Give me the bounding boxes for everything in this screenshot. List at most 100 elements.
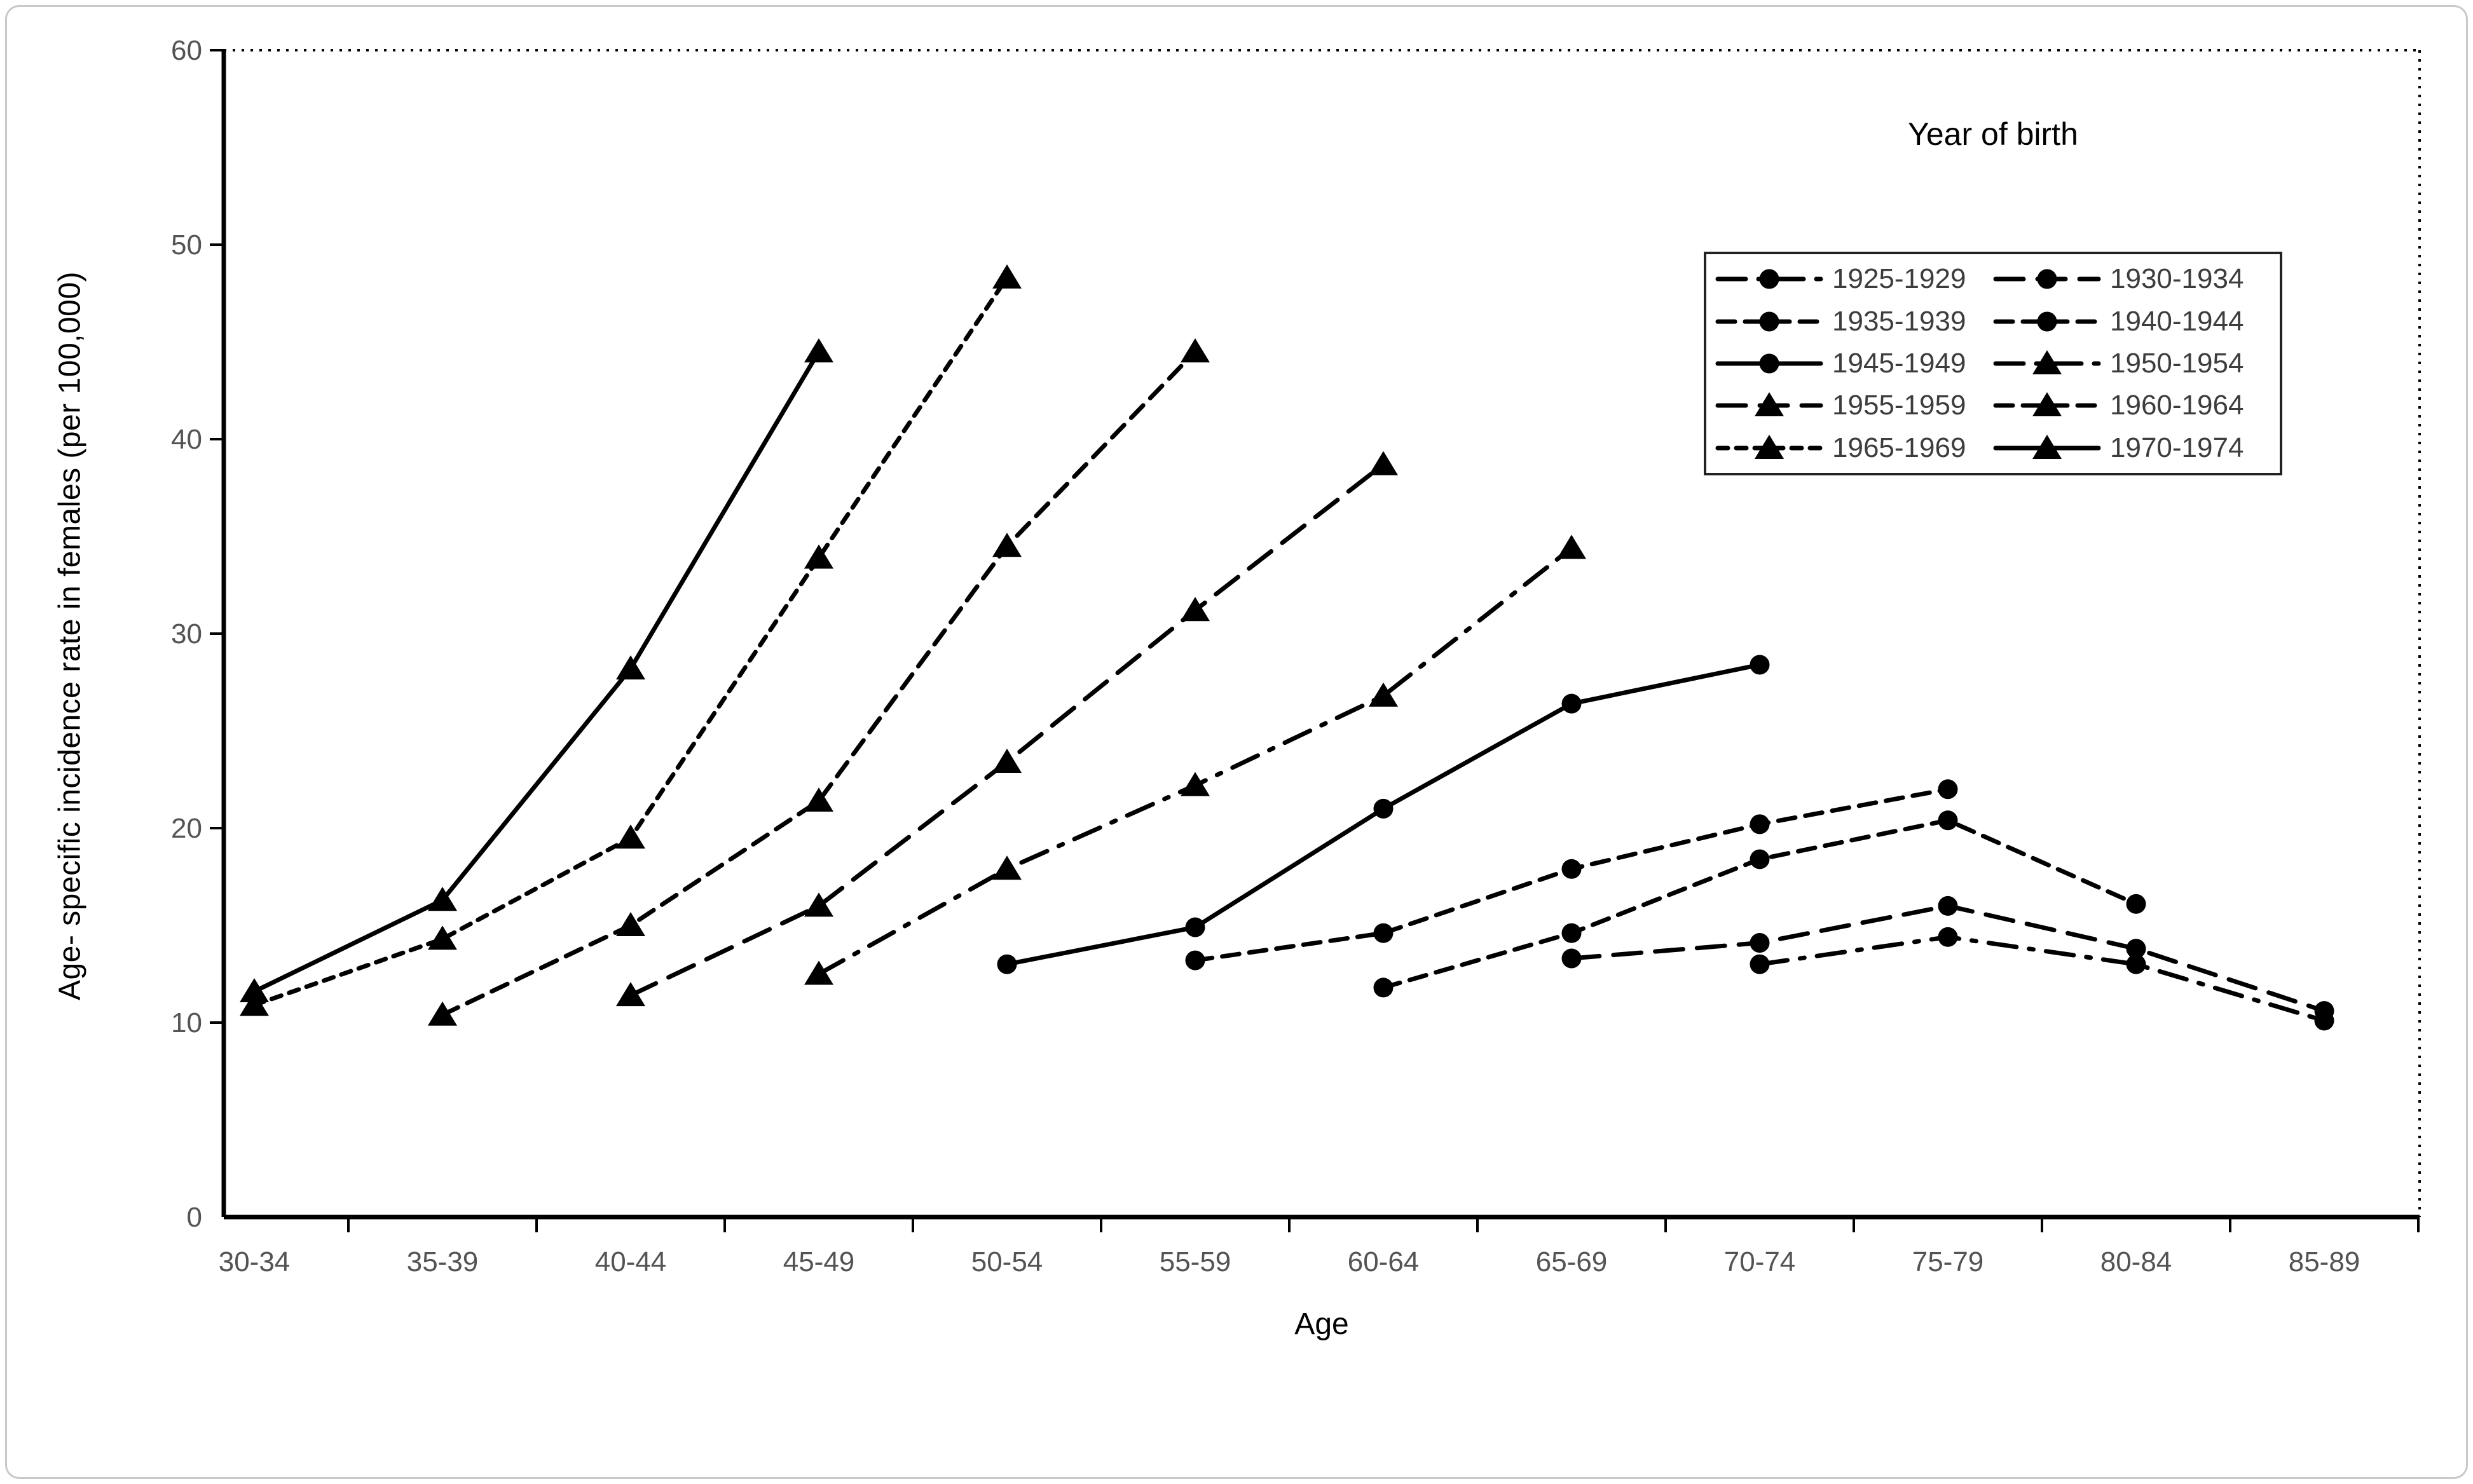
data-point-marker <box>616 912 645 936</box>
data-point-marker <box>616 982 645 1007</box>
x-tick-label: 50-54 <box>971 1246 1043 1277</box>
data-point-marker <box>804 338 833 363</box>
data-point-marker <box>1181 338 1210 363</box>
circle-marker-icon <box>2037 269 2057 289</box>
y-tick-label: 30 <box>171 618 202 650</box>
circle-marker-icon <box>2037 311 2057 332</box>
triangle-marker-icon <box>2032 392 2062 417</box>
data-point-marker <box>1181 597 1210 622</box>
legend-item-1965-1969: 1965-1969 <box>1715 427 1993 469</box>
x-tick-label: 70-74 <box>1724 1246 1796 1277</box>
series-1950-1954 <box>804 534 1586 985</box>
legend-swatch-dash-circle <box>1993 311 2101 332</box>
legend: 1925-1929 1930-1934 1935-1939 1940-1944 1945… <box>1704 252 2282 475</box>
data-point-marker <box>1938 779 1958 800</box>
legend-swatch-dash-triangle <box>1993 392 2101 417</box>
data-point-marker <box>1750 933 1770 953</box>
x-tick-label: 80-84 <box>2100 1246 2172 1277</box>
legend-label: 1945-1949 <box>1832 347 1966 379</box>
legend-swatch-long-dash-circle <box>1993 269 2101 289</box>
y-axis-ticks: 0 10 20 30 40 50 60 <box>171 35 224 1233</box>
legend-item-1950-1954: 1950-1954 <box>1993 343 2271 385</box>
legend-title: Year of birth <box>1908 116 2078 152</box>
legend-swatch-dash-circle <box>1715 311 1823 332</box>
series-1955-1959 <box>616 451 1398 1007</box>
x-tick-label: 60-64 <box>1348 1246 1420 1277</box>
legend-label: 1960-1964 <box>2110 390 2244 421</box>
data-point-marker <box>804 787 833 812</box>
x-tick-label: 45-49 <box>783 1246 855 1277</box>
data-point-marker <box>992 748 1022 773</box>
data-point-marker <box>1750 814 1770 834</box>
series-1940-1944 <box>1185 779 1958 970</box>
x-tick-label: 40-44 <box>595 1246 667 1277</box>
data-point-marker <box>1373 923 1394 943</box>
legend-label: 1930-1934 <box>2110 263 2244 295</box>
series-1930-1934 <box>1561 895 2334 1021</box>
data-point-marker <box>1750 655 1770 675</box>
data-point-marker <box>240 978 269 1003</box>
data-point-marker <box>804 892 833 917</box>
data-point-marker <box>992 533 1022 557</box>
data-point-marker <box>240 991 269 1016</box>
data-point-marker <box>1373 798 1394 819</box>
data-point-marker <box>804 960 833 985</box>
y-tick-label: 0 <box>187 1202 202 1233</box>
data-point-marker <box>616 824 645 849</box>
data-point-marker <box>992 264 1022 289</box>
legend-label: 1940-1944 <box>2110 305 2244 337</box>
circle-marker-icon <box>1759 353 1779 374</box>
circle-marker-icon <box>1759 311 1779 332</box>
y-axis-title: Age- specific incidence rate in females … <box>53 271 87 1001</box>
legend-swatch-long-dash-dot-triangle <box>1993 350 2101 374</box>
data-point-marker <box>2126 954 2146 974</box>
data-point-marker <box>1557 534 1586 559</box>
x-tick-label: 75-79 <box>1912 1246 1984 1277</box>
data-point-marker <box>428 1001 457 1026</box>
data-point-marker <box>804 544 833 569</box>
y-tick-label: 20 <box>171 813 202 844</box>
data-point-marker <box>1561 859 1582 879</box>
axis-frame <box>221 49 2421 1220</box>
data-point-marker <box>1369 451 1398 475</box>
data-point-marker <box>1750 954 1770 974</box>
triangle-marker-icon <box>2032 434 2062 459</box>
data-point-marker <box>1185 950 1205 970</box>
x-tick-label: 35-39 <box>407 1246 479 1277</box>
legend-label: 1935-1939 <box>1832 305 1966 337</box>
x-axis-ticks: 30-34 35-39 40-44 45-49 50-54 55-59 60-64 65-69… <box>219 1217 2420 1277</box>
y-tick-label: 60 <box>171 35 202 66</box>
y-tick-label: 50 <box>171 229 202 261</box>
data-point-marker <box>428 887 457 911</box>
legend-label: 1950-1954 <box>2110 347 2244 379</box>
data-point-marker <box>997 954 1017 974</box>
legend-label: 1925-1929 <box>1832 263 1966 295</box>
triangle-marker-icon <box>2032 350 2062 374</box>
data-point-marker <box>992 855 1022 880</box>
data-point-marker <box>1185 917 1205 937</box>
data-point-marker <box>1938 810 1958 831</box>
legend-item-1960-1964: 1960-1964 <box>1993 385 2271 426</box>
series-1970-1974 <box>240 338 833 1003</box>
legend-swatch-long-dash-dot-circle <box>1715 269 1823 289</box>
legend-swatch-short-dash-triangle <box>1715 434 1823 459</box>
data-point-marker <box>1938 895 1958 916</box>
series-1935-1939 <box>1373 810 2146 998</box>
data-point-marker <box>616 655 645 680</box>
data-point-marker <box>2126 894 2146 914</box>
x-axis-title: Age <box>1294 1307 1349 1341</box>
data-point-marker <box>1750 849 1770 869</box>
series-1925-1929 <box>1750 927 2334 1031</box>
legend-swatch-solid-triangle <box>1993 434 2101 459</box>
legend-item-1930-1934: 1930-1934 <box>1993 258 2271 300</box>
legend-label: 1970-1974 <box>2110 432 2244 463</box>
data-point-marker <box>2126 939 2146 959</box>
triangle-marker-icon <box>1755 434 1784 459</box>
legend-label: 1965-1969 <box>1832 432 1966 463</box>
data-point-marker <box>1938 927 1958 947</box>
data-point-marker <box>1561 948 1582 969</box>
legend-item-1925-1929: 1925-1929 <box>1715 258 1993 300</box>
legend-item-1940-1944: 1940-1944 <box>1993 300 2271 342</box>
